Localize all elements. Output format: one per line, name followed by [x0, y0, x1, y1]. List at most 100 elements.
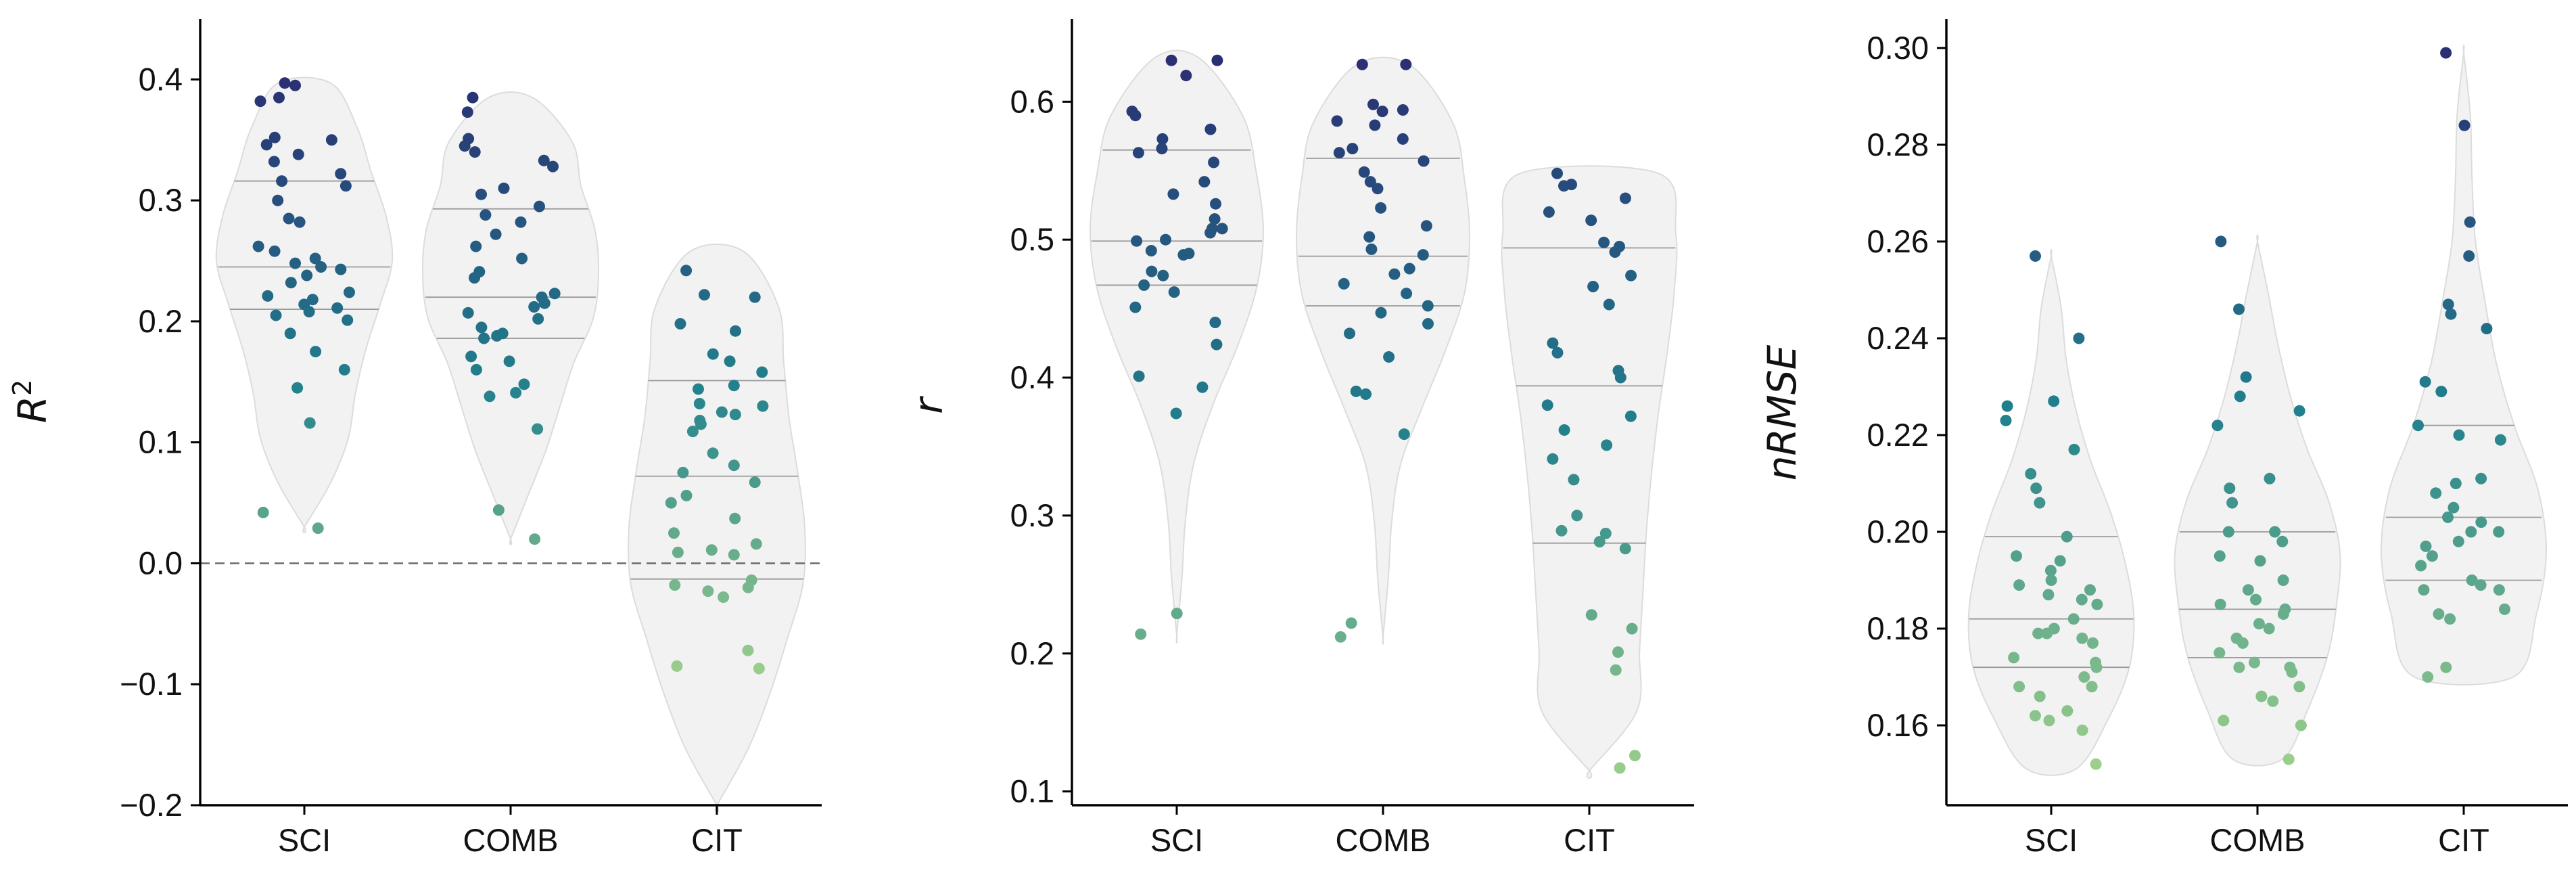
r-axis-label: r [906, 396, 952, 414]
r-comb-point [1401, 288, 1413, 300]
nrmse-comb-point [2215, 235, 2227, 248]
r2-cit-point [707, 348, 719, 360]
r-sci-point [1177, 249, 1190, 261]
nrmse-comb-point [2237, 637, 2249, 649]
nrmse-sci-point [2045, 574, 2057, 586]
nrmse-comb-point [2263, 623, 2275, 635]
nrmse-sci-point [2086, 681, 2098, 693]
nrmse-cit-point [2412, 420, 2424, 432]
nrmse-cit-point [2415, 560, 2427, 572]
nrmse-y-tick-label: 0.20 [1867, 514, 1929, 549]
r2-comb-point [532, 313, 544, 325]
r-comb-point [1372, 183, 1384, 195]
nrmse-sci-point [2032, 627, 2044, 639]
nrmse-comb-point [2211, 420, 2224, 432]
r2-comb-point [469, 146, 481, 158]
nrmse-cit-point [2464, 216, 2476, 228]
nrmse-sci-point [2090, 661, 2103, 673]
nrmse-cit-point [2440, 661, 2452, 673]
nrmse-violin-sci [1967, 248, 2135, 776]
r2-sci-point [294, 216, 306, 228]
r-sci-point [1216, 223, 1228, 235]
nrmse-comb-point [2293, 405, 2305, 417]
nrmse-cit-point [2450, 478, 2462, 489]
nrmse-y-tick-label: 0.22 [1867, 417, 1929, 453]
r-sci-point [1145, 245, 1157, 256]
r2-comb-point [538, 154, 550, 166]
r-cit-point [1543, 206, 1555, 218]
nrmse-comb-point [2293, 681, 2305, 693]
nrmse-sci-point [2034, 497, 2046, 509]
nrmse-cit-point [2463, 250, 2475, 262]
nrmse-cit-point [2494, 434, 2506, 446]
r2-sci-point [273, 91, 285, 104]
nrmse-cit-point [2493, 584, 2505, 596]
r-comb-point [1397, 133, 1409, 145]
nrmse-comb-point [2276, 535, 2289, 547]
r2-comb-point [467, 91, 479, 104]
r2-comb-point [465, 351, 477, 363]
r2-cit-point [749, 291, 761, 303]
r2-comb-point [503, 355, 515, 367]
r2-violins [200, 76, 822, 813]
r-comb-point [1356, 58, 1368, 70]
r2-comb-point [548, 288, 561, 300]
r-cit-point [1625, 269, 1637, 281]
r-cit-point [1610, 664, 1622, 676]
r2-y-tick-label: −0.2 [120, 787, 183, 823]
r-comb-point [1358, 166, 1370, 178]
r2-cit-point [705, 544, 718, 556]
r2-sci-point [292, 148, 304, 160]
nrmse-sci-point [2087, 637, 2099, 649]
r-sci-point [1167, 188, 1179, 200]
nrmse-comb-point [2222, 526, 2234, 538]
r2-comb-point [475, 321, 488, 334]
nrmse-sci-point [2078, 671, 2090, 683]
r-points [1126, 54, 1641, 774]
nrmse-comb-point [2267, 695, 2279, 707]
nrmse-cit-point [2466, 574, 2478, 586]
nrmse-sci-point [2048, 395, 2060, 407]
r2-comb-point [538, 297, 551, 309]
r2-comb-point [470, 363, 482, 376]
r-sci-point [1129, 110, 1142, 122]
r-comb-point [1398, 428, 1410, 441]
r2-cit-point [750, 538, 762, 550]
nrmse-comb-point [2250, 593, 2262, 606]
nrmse-cit-point [2433, 608, 2445, 620]
r-comb-point [1422, 300, 1434, 312]
nrmse-sci-point [2025, 468, 2037, 480]
r2-cit-point [728, 549, 740, 561]
nrmse-sci-point [2000, 415, 2012, 426]
r2-sci-point [279, 77, 291, 89]
r-cit-point [1571, 510, 1583, 522]
r-violin-comb [1295, 56, 1471, 645]
nrmse-cit-point [2442, 512, 2454, 523]
r2-sci-point [315, 261, 327, 273]
r2-cit-point [674, 318, 686, 330]
r-cit-point [1614, 762, 1626, 774]
nrmse-sci-point [2054, 555, 2066, 567]
r2-sci-point [276, 175, 288, 187]
nrmse-y-tick-label: 0.28 [1867, 127, 1929, 162]
nrmse-sci-point [2001, 400, 2013, 412]
r2-sci-point [272, 194, 284, 206]
r-sci-point [1204, 227, 1217, 239]
r2-cit-point [730, 325, 741, 337]
r2-comb-point [528, 301, 540, 313]
r-sci-point [1198, 176, 1211, 188]
nrmse-comb-point [2233, 661, 2245, 673]
r2-sci-point [331, 302, 344, 314]
r-sci-point [1171, 608, 1183, 620]
r-comb-point [1345, 617, 1357, 629]
nrmse-cit-point [2422, 671, 2434, 683]
nrmse-cit-point [2452, 535, 2464, 547]
r-sci-point [1132, 147, 1144, 159]
nrmse-sci-point [2084, 584, 2096, 596]
r2-comb-point [515, 216, 527, 228]
r-x-tick-label-comb: COMB [1336, 822, 1431, 858]
r2-cit-point [672, 546, 684, 558]
r-comb-point [1333, 147, 1345, 159]
r-y-tick-label: 0.1 [1010, 773, 1054, 809]
